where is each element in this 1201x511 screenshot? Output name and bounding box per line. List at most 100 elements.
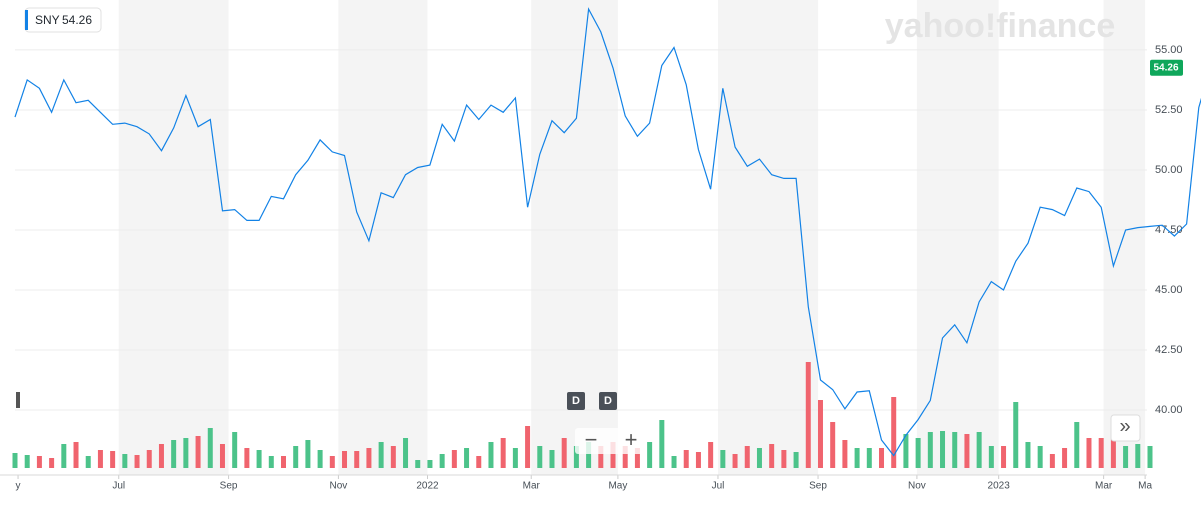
volume-bar [903,434,909,468]
volume-bar [830,422,836,468]
volume-bar [659,420,665,468]
volume-bar [561,438,567,468]
x-tick-label: 2022 [416,481,439,492]
volume-bar [683,450,689,468]
volume-bar [708,442,714,468]
volume-bar [952,432,958,468]
background [15,0,1147,475]
x-tick-label: Mar [1095,481,1113,492]
range-button[interactable] [567,392,585,410]
volume-bar [793,452,799,468]
volume-bar [891,397,897,468]
volume-bar [879,448,885,468]
volume-bar [219,444,225,468]
volume-bar [49,458,55,468]
volume-bar [805,362,811,468]
volume-bar [1135,444,1141,468]
volume-bar [1086,438,1092,468]
volume-bar [110,451,116,468]
volume-bar [1110,438,1116,468]
y-tick-label: 47.50 [1155,224,1183,236]
symbol-price: 54.26 [62,13,92,27]
volume-bar [1123,446,1129,468]
zoom-out[interactable]: − [585,427,598,452]
x-tick-label: Jul [112,481,125,492]
volume-bar [549,450,555,468]
volume-bar [342,451,348,468]
symbol: SNY [35,13,60,27]
volume-bar [598,446,604,468]
x-tick-label: Mar [523,481,541,492]
volume-bar [488,442,494,468]
volume-bar [866,448,872,468]
volume-bar [403,438,409,468]
volume-bar [293,446,299,468]
volume-bar [732,454,738,468]
y-tick-label: 52.50 [1155,104,1183,116]
volume-bar [817,400,823,468]
volume-bar [354,451,360,468]
volume-bar [476,456,482,468]
volume-bar [280,456,286,468]
scroll-button[interactable] [1110,414,1141,442]
volume-bar [183,438,189,468]
volume-bar [988,446,994,468]
volume-bar [1025,442,1031,468]
y-tick-label: 42.50 [1155,344,1183,356]
volume-bar [769,444,775,468]
volume-bar [927,432,933,468]
volume-bar [610,442,616,468]
watermark: yahoo!finance [885,7,1115,45]
range-button-label: D [604,395,612,407]
volume-bar [695,452,701,468]
zoom-controls [575,428,647,454]
volume-bar [61,444,67,468]
y-tick-label: 45.00 [1155,284,1183,296]
volume-bar [12,453,18,468]
range-button[interactable] [599,392,617,410]
volume-bar [756,448,762,468]
x-tick-label: Sep [220,481,238,492]
period-band [916,0,999,475]
scroll-button-label: » [1119,415,1130,437]
volume-bar [915,438,921,468]
volume-bar [781,450,787,468]
volume-bar [390,446,396,468]
volume-bar [976,432,982,468]
volume-bar [720,450,726,468]
x-tick-label: Jul [712,481,725,492]
volume-bar [439,454,445,468]
volume-bar [854,448,860,468]
volume-bar [366,448,372,468]
volume-bar [512,448,518,468]
volume-bar [573,446,579,468]
x-tick-label: Nov [330,481,348,492]
volume-bar [158,444,164,468]
volume-bar [134,455,140,468]
y-tick-label: 55.00 [1155,44,1183,56]
volume-bar [36,456,42,468]
price-line [14,7,1201,457]
x-tick-label: 2023 [988,481,1011,492]
volume-bar [415,460,421,468]
volume-bar [464,448,470,468]
range-button-label: D [572,395,580,407]
volume-bar [1049,454,1055,468]
volume-bar [1037,446,1043,468]
period-band [118,0,229,475]
volume-bar [622,446,628,468]
volume-bar [537,446,543,468]
price-tag-label: 54.26 [1153,62,1178,73]
y-tick-label: 40.00 [1155,404,1183,416]
zoom-in[interactable]: + [625,427,638,452]
volume-bar [500,438,506,468]
volume-bar [1074,422,1080,468]
period-band [717,0,819,475]
volume-bar [1062,448,1068,468]
volume-bar [256,450,262,468]
volume-bar [305,440,311,468]
volume-bar [73,442,79,468]
volume-bar [122,454,128,468]
